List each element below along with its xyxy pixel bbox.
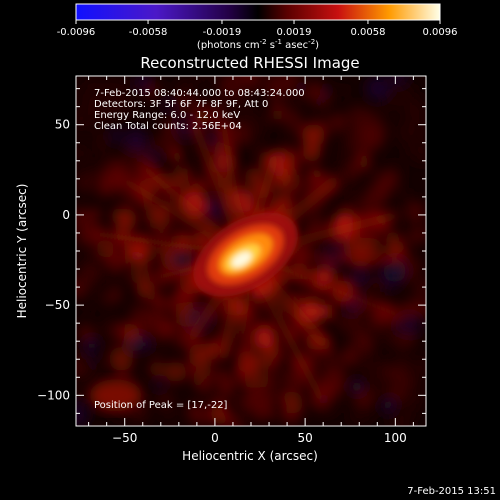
x-tick-label: −50 bbox=[112, 431, 137, 445]
annotation-block: 7-Feb-2015 08:40:44.000 to 08:43:24.000 … bbox=[94, 88, 305, 132]
annotation-time-range: 7-Feb-2015 08:40:44.000 to 08:43:24.000 bbox=[94, 88, 305, 99]
colorbar-tick-label: 0.0019 bbox=[277, 27, 312, 38]
chart-title: Reconstructed RHESSI Image bbox=[140, 54, 359, 72]
axes: −50 0 50 100 −100 −50 0 50 bbox=[37, 76, 426, 445]
secondary-lobe bbox=[89, 379, 142, 412]
colorbar-unit: (photons cm-2 s-1 asec-2) bbox=[197, 38, 319, 51]
annotation-detectors: Detectors: 3F 5F 6F 7F 8F 9F, Att 0 bbox=[94, 99, 268, 110]
colorbar-tick-label: 0.0058 bbox=[350, 27, 385, 38]
y-tick-label: 50 bbox=[55, 118, 70, 132]
timestamp: 7-Feb-2015 13:51 bbox=[407, 486, 496, 497]
colorbar-tick-label: -0.0096 bbox=[57, 27, 96, 38]
annotation-counts: Clean Total counts: 2.56E+04 bbox=[94, 121, 242, 132]
flux-image bbox=[76, 76, 426, 426]
y-axis-label: Heliocentric Y (arcsec) bbox=[15, 184, 29, 319]
annotation-energy-range: Energy Range: 6.0 - 12.0 keV bbox=[94, 110, 240, 121]
y-tick-label: −50 bbox=[45, 298, 70, 312]
colorbar-ticks: -0.0096 -0.0058 -0.0019 0.0019 0.0058 0.0096 bbox=[57, 20, 458, 38]
x-axis-label: Heliocentric X (arcsec) bbox=[182, 449, 318, 463]
flare-source bbox=[193, 212, 298, 297]
peak-position-label: Position of Peak = [17,-22] bbox=[94, 400, 228, 411]
colorbar-tick-label: -0.0058 bbox=[129, 27, 168, 38]
colorbar-tick-label: -0.0019 bbox=[203, 27, 242, 38]
colorbar bbox=[75, 3, 441, 21]
x-tick-label: 100 bbox=[384, 431, 407, 445]
x-tick-label: 50 bbox=[297, 431, 312, 445]
colorbar-tick-label: 0.0096 bbox=[423, 27, 458, 38]
x-tick-label: 0 bbox=[211, 431, 219, 445]
y-tick-label: −100 bbox=[37, 388, 70, 402]
y-tick-label: 0 bbox=[62, 208, 70, 222]
